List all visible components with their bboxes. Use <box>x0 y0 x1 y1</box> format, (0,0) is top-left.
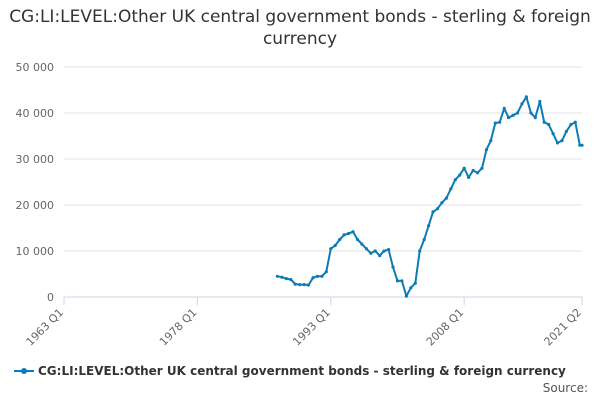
y-tick-label: 10 000 <box>16 245 55 258</box>
data-point <box>560 139 564 143</box>
data-point <box>293 282 297 286</box>
data-point <box>347 231 351 236</box>
data-point <box>453 178 457 182</box>
data-point <box>542 120 546 124</box>
data-point <box>444 196 448 200</box>
data-point <box>382 249 386 253</box>
data-point <box>311 276 315 280</box>
data-point <box>462 166 466 170</box>
data-point <box>409 286 413 290</box>
data-point <box>547 122 551 127</box>
chart-title: CG:LI:LEVEL:Other UK central government … <box>9 7 591 49</box>
data-point <box>284 277 288 281</box>
data-point <box>529 111 533 115</box>
data-point <box>431 210 435 214</box>
data-point <box>511 113 515 117</box>
data-point <box>551 132 555 136</box>
data-point <box>480 166 484 170</box>
data-point <box>564 129 569 133</box>
data-point <box>569 122 573 127</box>
data-point <box>533 116 537 120</box>
data-point <box>484 148 488 152</box>
data-point <box>498 120 502 124</box>
legend-item[interactable]: CG:LI:LEVEL:Other UK central government … <box>14 364 566 378</box>
y-tick-label: 40 000 <box>16 107 55 120</box>
data-point <box>298 283 302 287</box>
data-point <box>422 237 426 242</box>
source-label: Source: <box>542 381 588 395</box>
data-point <box>515 111 520 115</box>
data-point <box>493 121 497 125</box>
data-point <box>320 274 324 278</box>
data-point <box>467 175 471 179</box>
data-point <box>573 120 577 124</box>
data-point <box>578 143 582 147</box>
data-point <box>580 143 584 147</box>
data-point <box>355 237 360 242</box>
y-tick-label: 0 <box>47 291 54 304</box>
data-point <box>475 171 480 175</box>
data-point <box>387 248 391 252</box>
x-tick-label: 2021 Q2 <box>542 306 585 349</box>
legend-label: CG:LI:LEVEL:Other UK central government … <box>38 364 566 378</box>
x-tick-label: 1978 Q1 <box>157 306 200 349</box>
data-point <box>435 207 440 211</box>
data-point <box>391 265 395 269</box>
data-point <box>449 187 453 191</box>
data-point <box>338 237 342 242</box>
x-tick-label: 1963 Q1 <box>24 306 67 349</box>
data-point <box>418 249 422 253</box>
y-tick-label: 30 000 <box>16 153 55 166</box>
data-point <box>395 279 400 283</box>
series-line <box>277 95 582 298</box>
data-point <box>524 95 529 99</box>
data-point <box>306 283 311 287</box>
data-point <box>427 224 431 228</box>
data-point <box>275 274 279 278</box>
data-point <box>489 139 493 143</box>
data-point <box>369 251 373 255</box>
grid-layer <box>64 66 582 252</box>
x-tick-label: 2008 Q1 <box>424 306 467 349</box>
data-point <box>315 274 319 278</box>
data-point <box>364 247 368 251</box>
data-point <box>555 141 560 145</box>
data-point <box>333 243 337 248</box>
x-tick-label: 1993 Q1 <box>290 306 333 349</box>
data-point <box>404 294 408 298</box>
data-point <box>360 242 364 246</box>
data-point <box>502 106 506 110</box>
data-point <box>507 116 511 120</box>
data-point <box>471 168 475 173</box>
data-point <box>413 281 417 285</box>
data-point <box>302 283 306 287</box>
data-point <box>342 233 346 237</box>
data-point <box>289 277 293 282</box>
data-point <box>351 230 355 234</box>
series-layer <box>275 95 584 298</box>
y-tick-label: 20 000 <box>16 199 55 212</box>
data-point <box>280 275 284 279</box>
data-point <box>378 254 382 258</box>
y-tick-label: 50 000 <box>16 61 55 74</box>
data-point <box>520 102 524 106</box>
legend-swatch <box>14 366 34 376</box>
data-point <box>538 99 542 104</box>
data-point <box>440 201 444 205</box>
data-point <box>373 249 377 253</box>
data-point <box>458 173 462 177</box>
data-point <box>324 270 328 274</box>
data-point <box>329 247 333 251</box>
data-point <box>400 279 404 283</box>
